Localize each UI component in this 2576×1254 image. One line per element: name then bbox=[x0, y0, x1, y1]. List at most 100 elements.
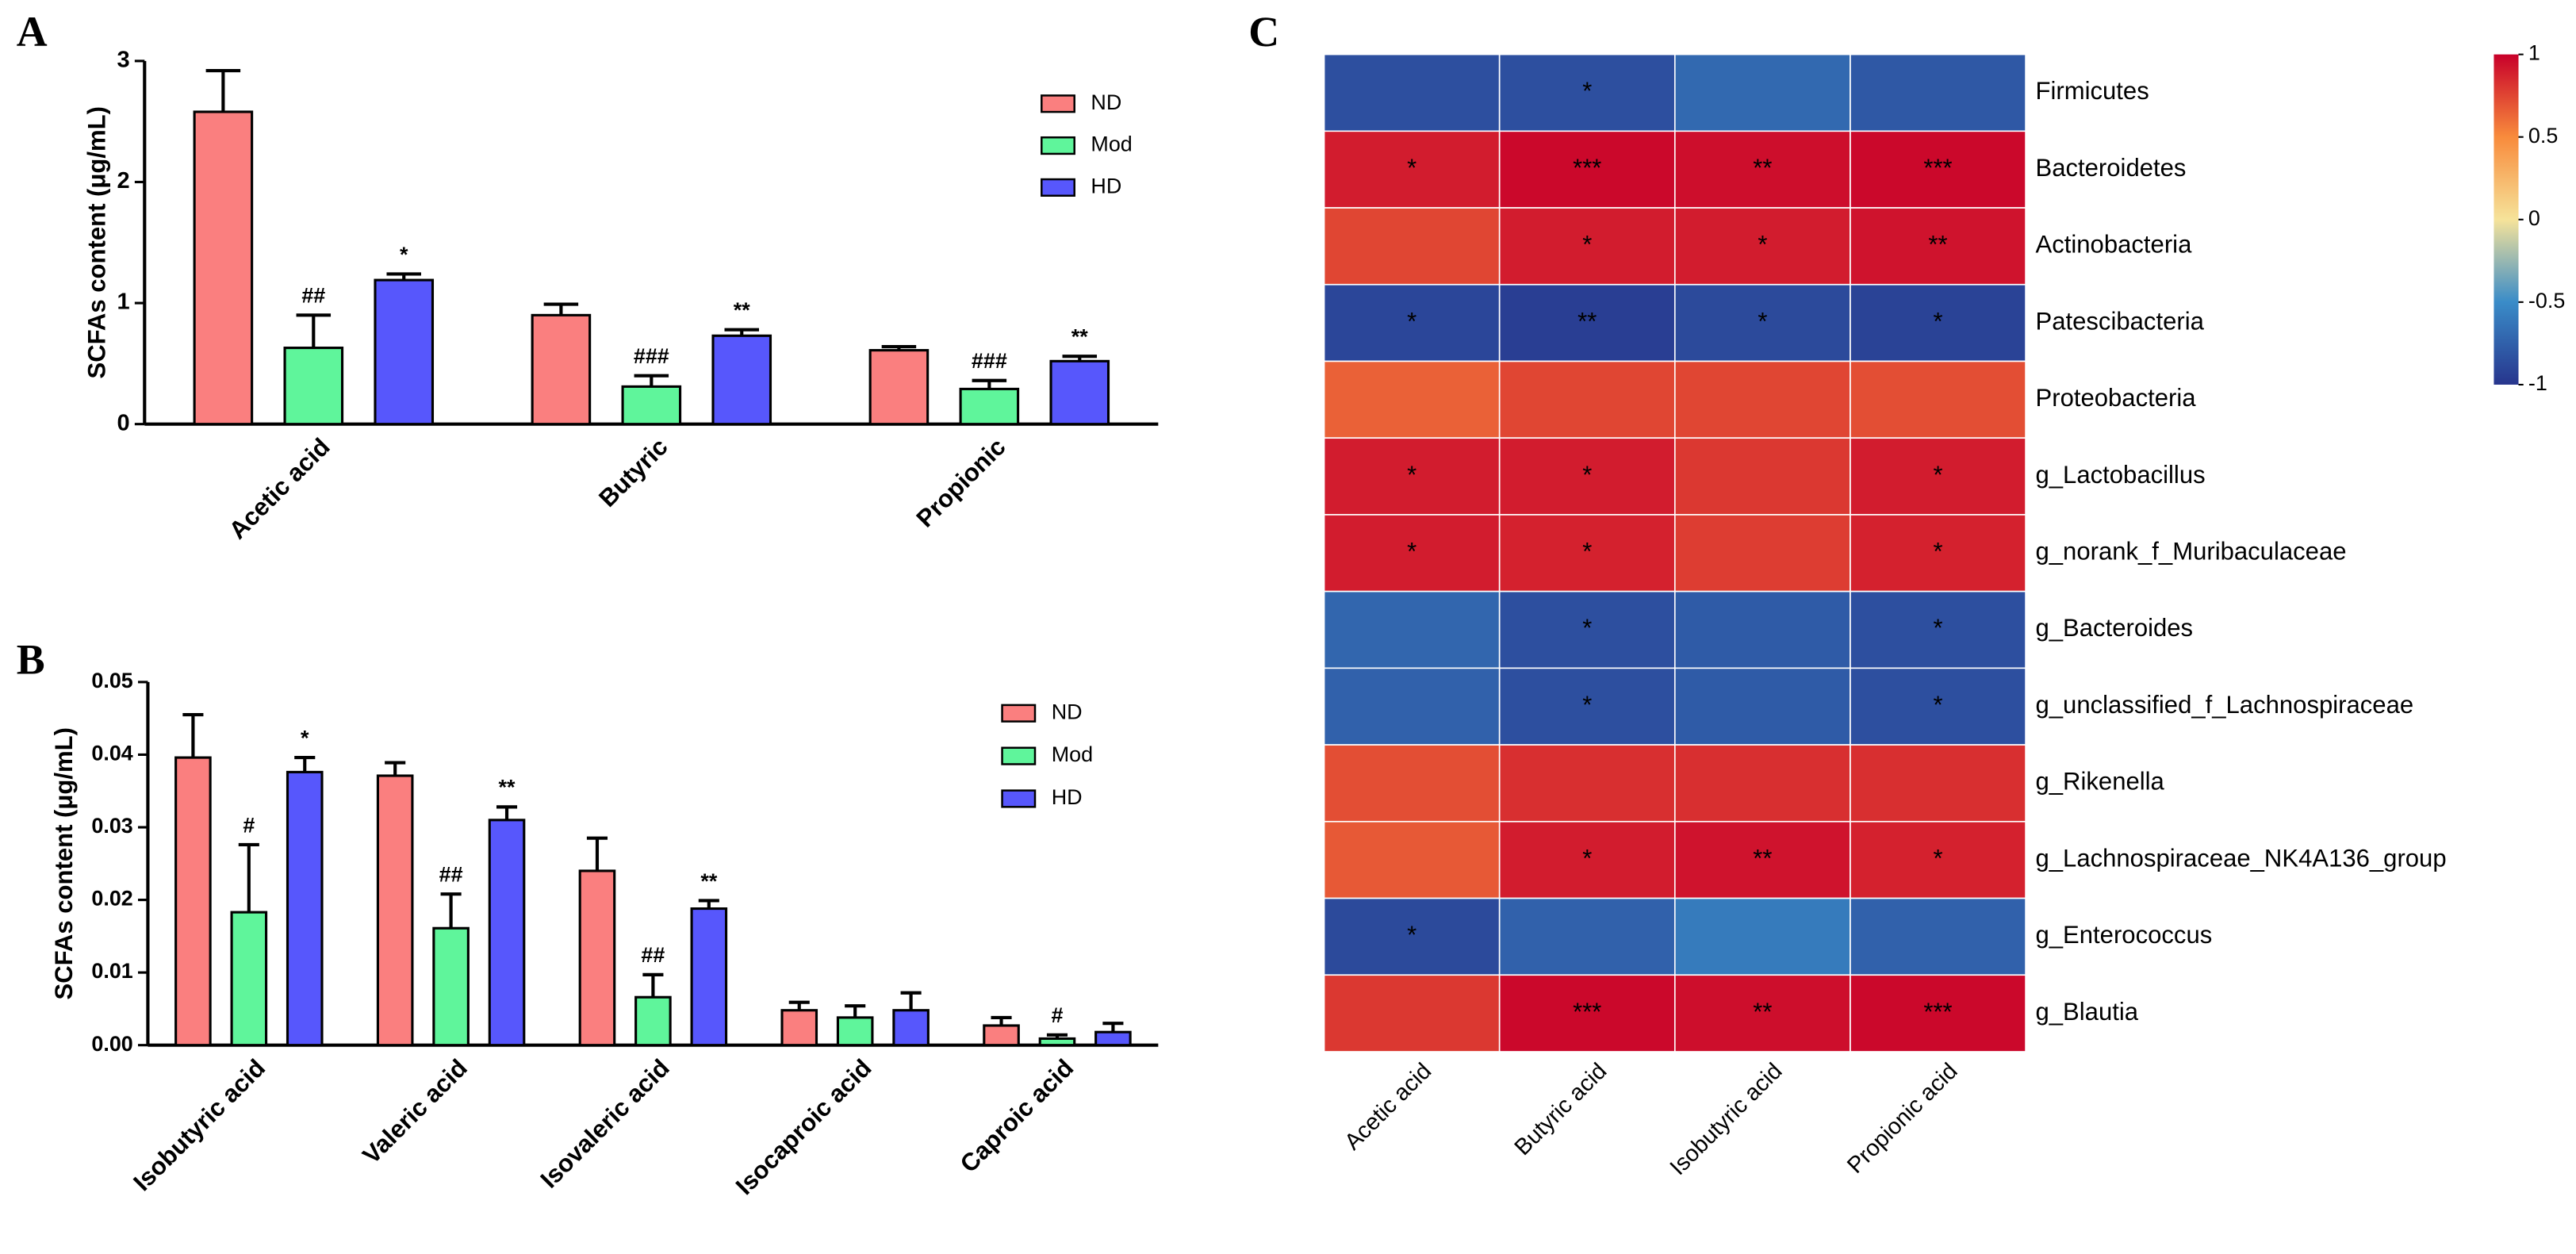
significance-label: # bbox=[1051, 1003, 1063, 1027]
legend-label: HD bbox=[1052, 785, 1083, 809]
cell-annotation: * bbox=[1758, 231, 1767, 259]
error-bar bbox=[385, 761, 406, 777]
heatmap-cell bbox=[1850, 667, 2026, 746]
heatmap-cell bbox=[1498, 897, 1676, 976]
bar bbox=[283, 346, 344, 426]
cell-annotation: * bbox=[1407, 307, 1416, 335]
legend-label: ND bbox=[1091, 90, 1121, 114]
cell-annotation: * bbox=[1582, 231, 1592, 259]
heatmap-cell bbox=[1673, 897, 1851, 976]
heatmap-cell bbox=[1323, 667, 1501, 746]
legend-swatch bbox=[1041, 136, 1075, 155]
column-label: Acetic acid bbox=[1340, 1058, 1436, 1155]
bar bbox=[711, 334, 772, 426]
bar bbox=[634, 995, 672, 1047]
heatmap-cell bbox=[1850, 897, 2026, 976]
error-bar bbox=[543, 302, 579, 316]
row-label: g_Bacteroides bbox=[2036, 614, 2194, 642]
y-tick-label: 0.02 bbox=[91, 887, 132, 911]
panel-label: A bbox=[17, 8, 48, 56]
row-label: g_Enterococcus bbox=[2036, 921, 2213, 949]
colorbar-tick-label: -0.5 bbox=[2528, 289, 2565, 313]
cell-annotation: * bbox=[1407, 537, 1416, 565]
row-label: g_Blautia bbox=[2036, 998, 2139, 1026]
error-bar bbox=[845, 1004, 866, 1018]
x-tick-label: Caproic acid bbox=[955, 1054, 1079, 1179]
significance-label: ## bbox=[641, 943, 665, 967]
cell-annotation: ** bbox=[1928, 231, 1947, 259]
significance-label: # bbox=[243, 813, 255, 837]
y-tick-label: 1 bbox=[117, 290, 130, 315]
heatmap-cell bbox=[1498, 360, 1676, 439]
heatmap-cell bbox=[1673, 514, 1851, 592]
cell-annotation: *** bbox=[1923, 998, 1952, 1026]
bar bbox=[374, 278, 435, 426]
error-bar bbox=[1046, 1033, 1068, 1039]
y-tick-label: 0.05 bbox=[91, 669, 132, 692]
y-axis-label: SCFAs content (μg/mL) bbox=[50, 727, 78, 999]
heatmap-cell bbox=[1850, 744, 2026, 823]
x-tick-label: Isobutyric acid bbox=[128, 1054, 270, 1197]
cell-annotation: * bbox=[1933, 691, 1942, 719]
heatmap-cell bbox=[1323, 514, 1501, 592]
cell-annotation: *** bbox=[1573, 998, 1601, 1026]
significance-label: * bbox=[400, 243, 408, 267]
x-tick-label: Isocaproic acid bbox=[730, 1054, 877, 1201]
heatmap-cell bbox=[1323, 590, 1501, 669]
heatmap-cell bbox=[1850, 207, 2026, 286]
y-tick-label: 0.04 bbox=[91, 742, 132, 765]
bar bbox=[488, 819, 526, 1047]
legend-label: Mod bbox=[1091, 132, 1132, 156]
row-label: Patescibacteria bbox=[2036, 307, 2205, 335]
heatmap-cell bbox=[1673, 437, 1851, 516]
cell-annotation: ** bbox=[1753, 154, 1772, 182]
significance-label: ** bbox=[700, 869, 717, 893]
y-tick-label: 0.03 bbox=[91, 814, 132, 838]
cell-annotation: * bbox=[1933, 537, 1942, 565]
error-bar bbox=[642, 972, 664, 998]
y-tick-label: 0 bbox=[117, 410, 130, 435]
bar bbox=[1049, 359, 1110, 426]
heatmap-cell bbox=[1673, 360, 1851, 439]
bar bbox=[892, 1009, 930, 1047]
heatmap-cell bbox=[1673, 590, 1851, 669]
significance-label: ### bbox=[972, 349, 1007, 373]
bar bbox=[621, 385, 682, 426]
x-tick-label: Valeric acid bbox=[357, 1054, 473, 1170]
cell-annotation: * bbox=[1407, 154, 1416, 182]
heatmap-cell bbox=[1323, 53, 1501, 132]
row-label: Firmicutes bbox=[2036, 77, 2149, 105]
y-tick-label: 2 bbox=[117, 168, 130, 194]
error-bar bbox=[698, 899, 719, 909]
heatmap-cell bbox=[1850, 283, 2026, 362]
heatmap-cell bbox=[1673, 53, 1851, 132]
heatmap-cell bbox=[1498, 514, 1676, 592]
cell-annotation: * bbox=[1933, 461, 1942, 489]
cell-annotation: * bbox=[1758, 307, 1767, 335]
cell-annotation: * bbox=[1582, 691, 1592, 719]
significance-label: ## bbox=[301, 284, 325, 308]
cell-annotation: * bbox=[1933, 844, 1942, 872]
error-bar bbox=[881, 344, 917, 351]
cell-annotation: * bbox=[1407, 461, 1416, 489]
error-bar bbox=[238, 842, 259, 913]
bar bbox=[959, 387, 1020, 426]
heatmap-cell bbox=[1850, 820, 2026, 899]
row-label: g_Rikenella bbox=[2036, 768, 2165, 796]
heatmap-cell bbox=[1850, 53, 2026, 132]
column-label: Propionic acid bbox=[1842, 1058, 1962, 1178]
row-label: Proteobacteria bbox=[2036, 384, 2197, 412]
cell-annotation: * bbox=[1582, 614, 1592, 642]
x-tick-label: Isovaleric acid bbox=[535, 1054, 675, 1194]
significance-label: ** bbox=[1071, 325, 1088, 349]
cell-annotation: *** bbox=[1573, 154, 1601, 182]
error-bar bbox=[182, 713, 204, 758]
x-tick-label: Propionic bbox=[911, 433, 1011, 533]
error-bar bbox=[788, 1000, 810, 1010]
x-tick-label: Acetic acid bbox=[224, 433, 335, 545]
error-bar bbox=[386, 272, 421, 281]
y-tick-label: 0.01 bbox=[91, 959, 132, 983]
error-bar bbox=[440, 892, 462, 929]
legend-swatch bbox=[1001, 789, 1037, 808]
bar bbox=[868, 349, 930, 426]
